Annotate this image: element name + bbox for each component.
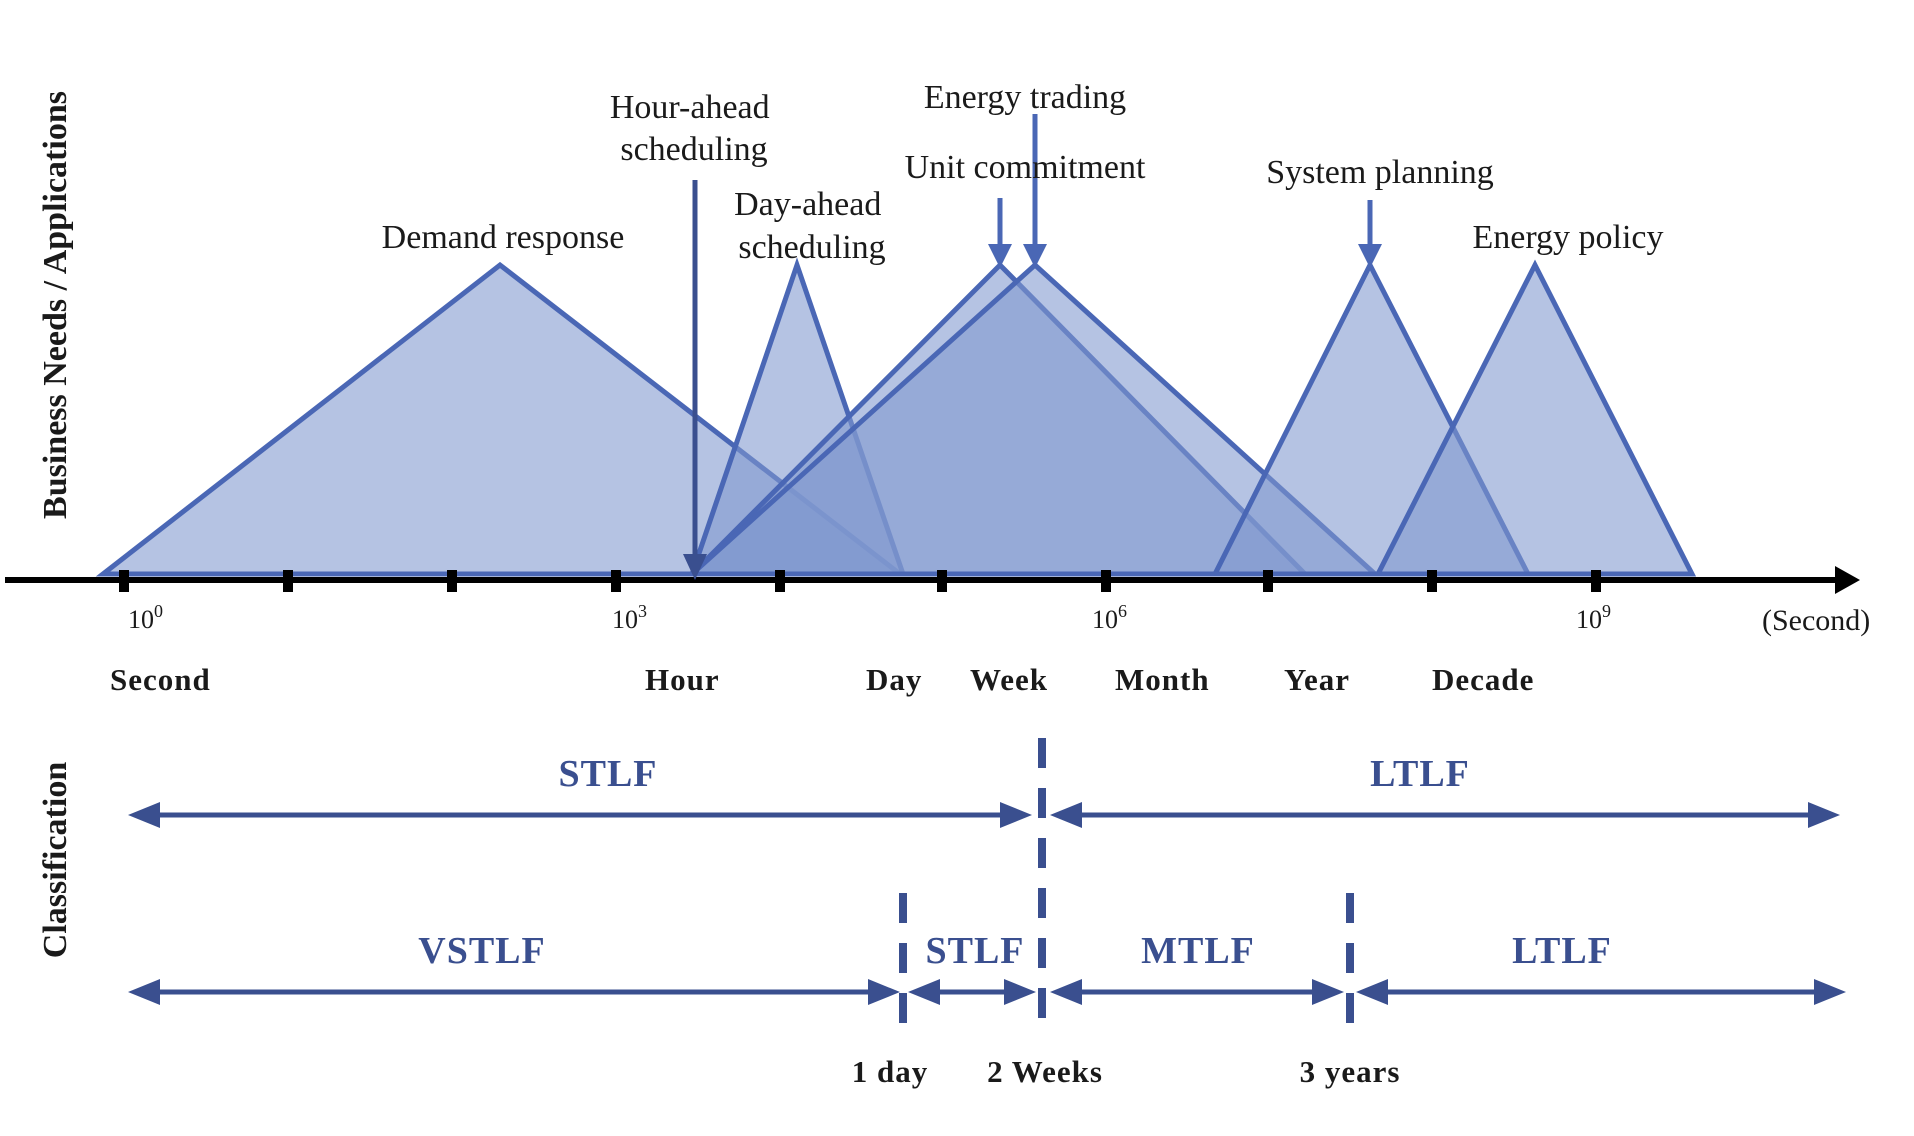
- scale-year: Year: [1284, 662, 1350, 697]
- label-hour-ahead-line2: scheduling: [620, 131, 767, 168]
- class-row2-vstlf: VSTLF: [418, 930, 545, 972]
- triangle-energy-trading: [685, 261, 1382, 577]
- scale-second: Second: [110, 662, 211, 697]
- scale-hour: Hour: [645, 662, 720, 697]
- y-axis-label-classification: Classification: [37, 762, 74, 959]
- triangle-energy-policy: [1373, 259, 1697, 577]
- label-system-planning: System planning: [1266, 154, 1494, 191]
- y-axis-label-applications: Business Needs / Applications: [37, 91, 74, 519]
- label-demand-response: Demand response: [382, 219, 625, 256]
- tick-label-10e9: 109: [1576, 601, 1611, 634]
- label-energy-trading: Energy trading: [924, 79, 1126, 116]
- classification-row2: [128, 979, 1846, 1005]
- time-axis: [5, 566, 1860, 594]
- tick-label-10e3: 103: [612, 601, 647, 634]
- class-row2-stlf: STLF: [925, 930, 1024, 972]
- class-row2-mtlf: MTLF: [1141, 930, 1255, 972]
- scale-decade: Decade: [1432, 662, 1534, 697]
- unit-commitment-arrow: [988, 198, 1012, 268]
- system-planning-arrow: [1358, 200, 1382, 268]
- label-energy-policy: Energy policy: [1472, 219, 1663, 256]
- axis-ticks: [119, 570, 1601, 592]
- tick-label-10e6: 106: [1092, 601, 1127, 634]
- triangle-demand-response: [95, 261, 908, 577]
- scale-month: Month: [1115, 662, 1210, 697]
- label-day-ahead-scheduling: Day-ahead scheduling: [734, 186, 890, 266]
- label-hour-ahead-scheduling: Hour-ahead scheduling: [610, 89, 778, 168]
- energy-trading-arrow: [1023, 114, 1047, 268]
- boundary-3-years: 3 years: [1300, 1054, 1401, 1089]
- scale-day: Day: [866, 662, 922, 697]
- class-row1-stlf: STLF: [558, 753, 657, 795]
- label-hour-ahead-line1: Hour-ahead: [610, 89, 770, 126]
- label-unit-commitment: Unit commitment: [905, 149, 1146, 186]
- label-day-ahead-line1: Day-ahead: [734, 186, 881, 223]
- boundary-2-weeks: 2 Weeks: [987, 1054, 1103, 1089]
- class-row1-ltlf: LTLF: [1370, 753, 1470, 795]
- axis-unit-label: (Second): [1762, 604, 1870, 637]
- tick-label-10e0: 100: [128, 601, 163, 634]
- boundary-1-day: 1 day: [852, 1054, 929, 1089]
- label-day-ahead-line2: scheduling: [738, 229, 885, 266]
- hour-ahead-arrow: [683, 180, 707, 580]
- scale-week: Week: [970, 662, 1048, 697]
- application-triangles: [95, 257, 1697, 577]
- boundary-dashes: [899, 738, 1354, 1030]
- classification-row1: [128, 802, 1840, 828]
- class-row2-ltlf: LTLF: [1512, 930, 1612, 972]
